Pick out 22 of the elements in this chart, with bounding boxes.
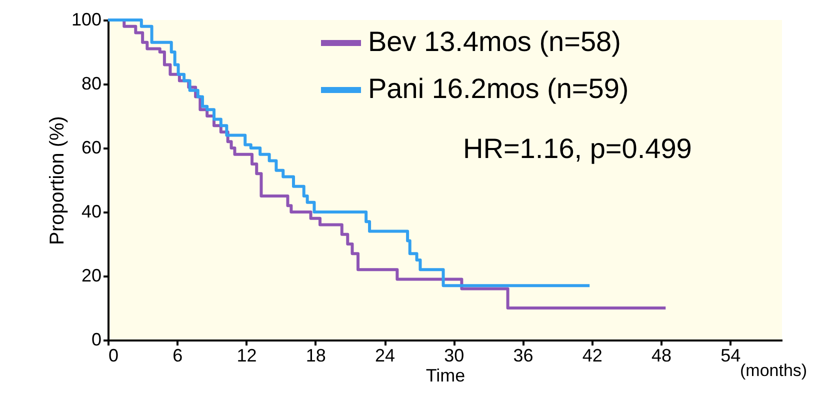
- x-tick-label: 36: [513, 346, 534, 366]
- annotation: HR=1.16, p=0.499: [463, 133, 692, 164]
- x-tick-label: 0: [108, 346, 119, 366]
- text: (months): [740, 361, 808, 380]
- legend-label: Pani 16.2mos (n=59): [368, 73, 629, 104]
- x-tick-label: 12: [236, 346, 257, 366]
- x-tick-label: 54: [720, 346, 741, 366]
- y-tick-label: 20: [81, 266, 102, 286]
- x-tick-label: 48: [652, 346, 672, 366]
- y-axis-title: Proportion (%): [46, 116, 68, 245]
- y-tick-label: 40: [81, 202, 102, 222]
- x-tick-label: 42: [582, 346, 602, 366]
- legend-label: Bev 13.4mos (n=58): [368, 26, 621, 57]
- y-tick-label: 0: [91, 330, 102, 350]
- x-tick-label: 18: [306, 346, 326, 366]
- x-axis-title: Time: [426, 366, 466, 386]
- x-tick-label: 30: [444, 346, 464, 366]
- x-tick-label: 6: [172, 346, 183, 366]
- y-tick-label: 60: [81, 138, 102, 158]
- y-tick-label: 100: [71, 10, 102, 30]
- x-tick-label: 24: [374, 346, 396, 366]
- y-tick-label: 80: [81, 74, 102, 94]
